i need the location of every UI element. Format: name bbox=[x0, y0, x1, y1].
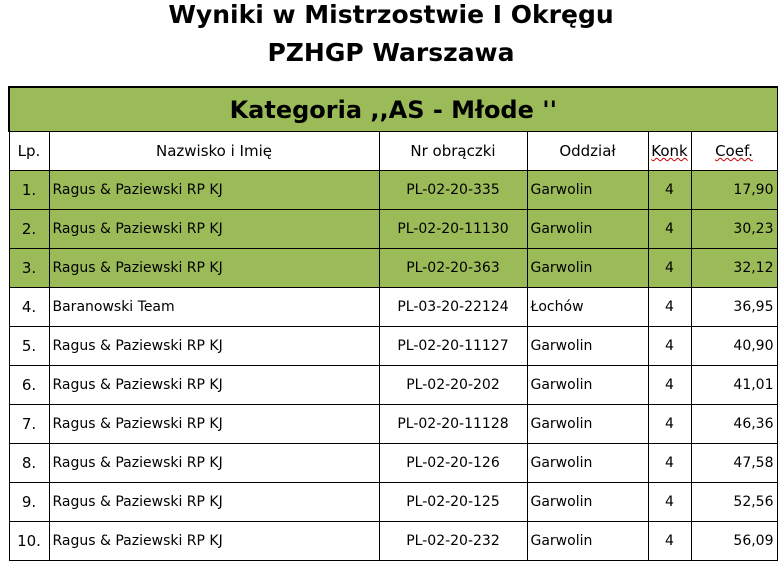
cell-ring: PL-03-20-22124 bbox=[378, 287, 528, 327]
col-header-konk: Konk bbox=[647, 131, 692, 171]
col-header-ring: Nr obrączki bbox=[378, 131, 528, 171]
col-header-coef-text: Coef. bbox=[715, 142, 753, 160]
table-row: 4. Baranowski Team PL-03-20-22124 Łochów 4 36… bbox=[8, 287, 778, 327]
cell-coef: 32,12 bbox=[690, 248, 778, 288]
cell-branch: Garwolin bbox=[526, 170, 649, 210]
cell-coef: 46,36 bbox=[690, 404, 778, 444]
cell-name: Ragus & Paziewski RP KJ bbox=[48, 170, 380, 210]
cell-coef: 41,01 bbox=[690, 365, 778, 405]
cell-name: Ragus & Paziewski RP KJ bbox=[48, 404, 380, 444]
cell-branch: Garwolin bbox=[526, 443, 649, 483]
cell-konk: 4 bbox=[647, 209, 692, 249]
col-header-lp: Lp. bbox=[8, 131, 50, 171]
cell-ring: PL-02-20-363 bbox=[378, 248, 528, 288]
cell-ring: PL-02-20-202 bbox=[378, 365, 528, 405]
cell-name: Ragus & Paziewski RP KJ bbox=[48, 209, 380, 249]
cell-name: Ragus & Paziewski RP KJ bbox=[48, 482, 380, 522]
table-row: 2. Ragus & Paziewski RP KJ PL-02-20-11130 G… bbox=[8, 209, 778, 249]
cell-coef: 40,90 bbox=[690, 326, 778, 366]
document-title: Wyniki w Mistrzostwie I Okręgu bbox=[168, 0, 614, 29]
cell-name: Ragus & Paziewski RP KJ bbox=[48, 365, 380, 405]
col-header-name: Nazwisko i Imię bbox=[48, 131, 380, 171]
cell-lp: 9. bbox=[8, 482, 50, 522]
cell-ring: PL-02-20-11127 bbox=[378, 326, 528, 366]
col-header-konk-text: Konk bbox=[651, 142, 688, 160]
col-header-coef: Coef. bbox=[690, 131, 778, 171]
cell-branch: Garwolin bbox=[526, 521, 649, 561]
cell-branch: Garwolin bbox=[526, 326, 649, 366]
cell-branch: Garwolin bbox=[526, 482, 649, 522]
table-row: 9. Ragus & Paziewski RP KJ PL-02-20-125 Gar… bbox=[8, 482, 778, 522]
col-header-branch: Oddział bbox=[526, 131, 649, 171]
cell-branch: Garwolin bbox=[526, 248, 649, 288]
cell-lp: 4. bbox=[8, 287, 50, 327]
cell-ring: PL-02-20-126 bbox=[378, 443, 528, 483]
cell-coef: 47,58 bbox=[690, 443, 778, 483]
cell-coef: 30,23 bbox=[690, 209, 778, 249]
cell-ring: PL-02-20-11130 bbox=[378, 209, 528, 249]
cell-branch: Garwolin bbox=[526, 365, 649, 405]
cell-konk: 4 bbox=[647, 170, 692, 210]
cell-lp: 7. bbox=[8, 404, 50, 444]
cell-ring: PL-02-20-232 bbox=[378, 521, 528, 561]
cell-konk: 4 bbox=[647, 482, 692, 522]
cell-konk: 4 bbox=[647, 248, 692, 288]
results-table: Kategoria ,,AS - Młode '' Lp. Nazwisko i… bbox=[8, 86, 778, 561]
table-row: 10. Ragus & Paziewski RP KJ PL-02-20-232 Ga… bbox=[8, 521, 778, 561]
cell-branch: Garwolin bbox=[526, 404, 649, 444]
cell-ring: PL-02-20-11128 bbox=[378, 404, 528, 444]
cell-lp: 3. bbox=[8, 248, 50, 288]
cell-konk: 4 bbox=[647, 404, 692, 444]
cell-ring: PL-02-20-335 bbox=[378, 170, 528, 210]
category-heading: Kategoria ,,AS - Młode '' bbox=[8, 86, 778, 132]
table-row: 6. Ragus & Paziewski RP KJ PL-02-20-202 Gar… bbox=[8, 365, 778, 405]
header-row: Lp. Nazwisko i Imię Nr obrączki Oddział … bbox=[8, 131, 778, 171]
cell-lp: 6. bbox=[8, 365, 50, 405]
table-row: 8. Ragus & Paziewski RP KJ PL-02-20-126 Gar… bbox=[8, 443, 778, 483]
table-row: 7. Ragus & Paziewski RP KJ PL-02-20-11128 G… bbox=[8, 404, 778, 444]
cell-name: Baranowski Team bbox=[48, 287, 380, 327]
cell-name: Ragus & Paziewski RP KJ bbox=[48, 443, 380, 483]
cell-branch: Łochów bbox=[526, 287, 649, 327]
cell-coef: 36,95 bbox=[690, 287, 778, 327]
cell-lp: 10. bbox=[8, 521, 50, 561]
cell-name: Ragus & Paziewski RP KJ bbox=[48, 326, 380, 366]
cell-konk: 4 bbox=[647, 365, 692, 405]
table-row: 3. Ragus & Paziewski RP KJ PL-02-20-363 Gar… bbox=[8, 248, 778, 288]
cell-coef: 52,56 bbox=[690, 482, 778, 522]
cell-coef: 56,09 bbox=[690, 521, 778, 561]
cell-lp: 8. bbox=[8, 443, 50, 483]
table-row: 1. Ragus & Paziewski RP KJ PL-02-20-335 Gar… bbox=[8, 170, 778, 210]
cell-ring: PL-02-20-125 bbox=[378, 482, 528, 522]
cell-name: Ragus & Paziewski RP KJ bbox=[48, 521, 380, 561]
table-row: 5. Ragus & Paziewski RP KJ PL-02-20-11127 G… bbox=[8, 326, 778, 366]
document-subtitle: PZHGP Warszawa bbox=[267, 38, 515, 67]
cell-name: Ragus & Paziewski RP KJ bbox=[48, 248, 380, 288]
cell-lp: 5. bbox=[8, 326, 50, 366]
cell-konk: 4 bbox=[647, 443, 692, 483]
cell-lp: 1. bbox=[8, 170, 50, 210]
cell-konk: 4 bbox=[647, 287, 692, 327]
cell-coef: 17,90 bbox=[690, 170, 778, 210]
cell-lp: 2. bbox=[8, 209, 50, 249]
cell-konk: 4 bbox=[647, 326, 692, 366]
cell-branch: Garwolin bbox=[526, 209, 649, 249]
cell-konk: 4 bbox=[647, 521, 692, 561]
